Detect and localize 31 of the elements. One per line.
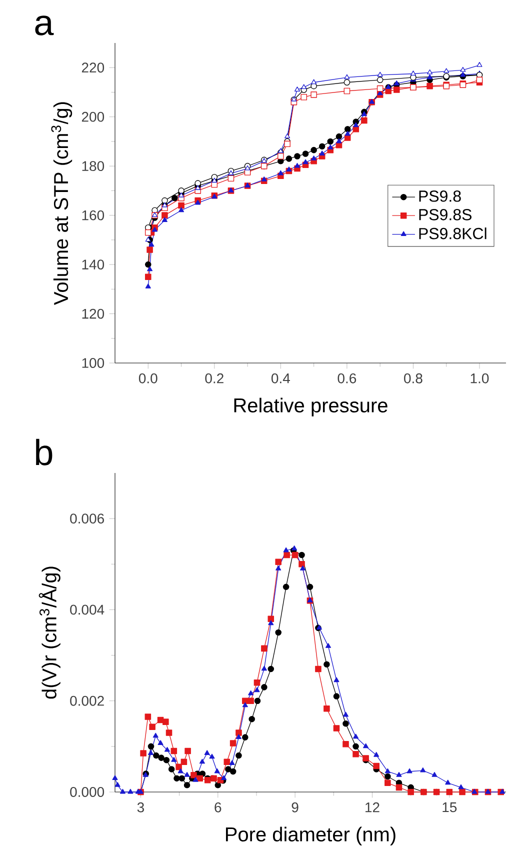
x-axis-title: Pore diameter (nm) (226, 826, 396, 846)
y-tick-label: 220 (82, 62, 104, 73)
legend-label: PS9.8KCl (419, 228, 486, 240)
x-axis-title: Relative pressure (234, 398, 388, 416)
x-tick-label: 12 (366, 802, 380, 812)
x-tick-label: 0.2 (205, 373, 224, 384)
x-tick-label: 0.6 (338, 373, 356, 384)
y-tick-label: 100 (82, 358, 104, 368)
legend-label: PS9.8 (419, 190, 461, 202)
x-tick-label: 0.4 (271, 373, 290, 384)
x-tick-label: 9 (292, 802, 298, 812)
x-tick-label: 1.0 (470, 373, 489, 384)
y-tick-label: 120 (82, 308, 104, 319)
legend-label: PS9.8S (419, 209, 472, 220)
y-axis-title: Volume at STP (cm$^{3}$/g) (51, 102, 72, 305)
chart-title: b (36, 438, 52, 466)
y-tick-label: 0.000 (70, 787, 104, 797)
y-tick-label: 0.006 (70, 514, 104, 524)
x-tick-label: 15 (442, 802, 457, 812)
x-tick-label: 3 (137, 802, 144, 812)
x-tick-label: 6 (214, 802, 222, 812)
y-tick-label: 180 (82, 161, 104, 172)
x-tick-label: 0.0 (138, 373, 158, 384)
y-tick-label: 0.002 (70, 696, 104, 706)
y-tick-label: 140 (82, 260, 104, 270)
y-tick-label: 200 (82, 112, 104, 122)
y-axis-title: d(V)r (cm$^{3}$/Å/g) (38, 566, 60, 699)
x-tick-label: 0.8 (404, 373, 422, 384)
y-tick-label: 160 (82, 210, 104, 220)
chart-title: a (35, 16, 54, 36)
y-tick-label: 0.004 (70, 604, 104, 615)
